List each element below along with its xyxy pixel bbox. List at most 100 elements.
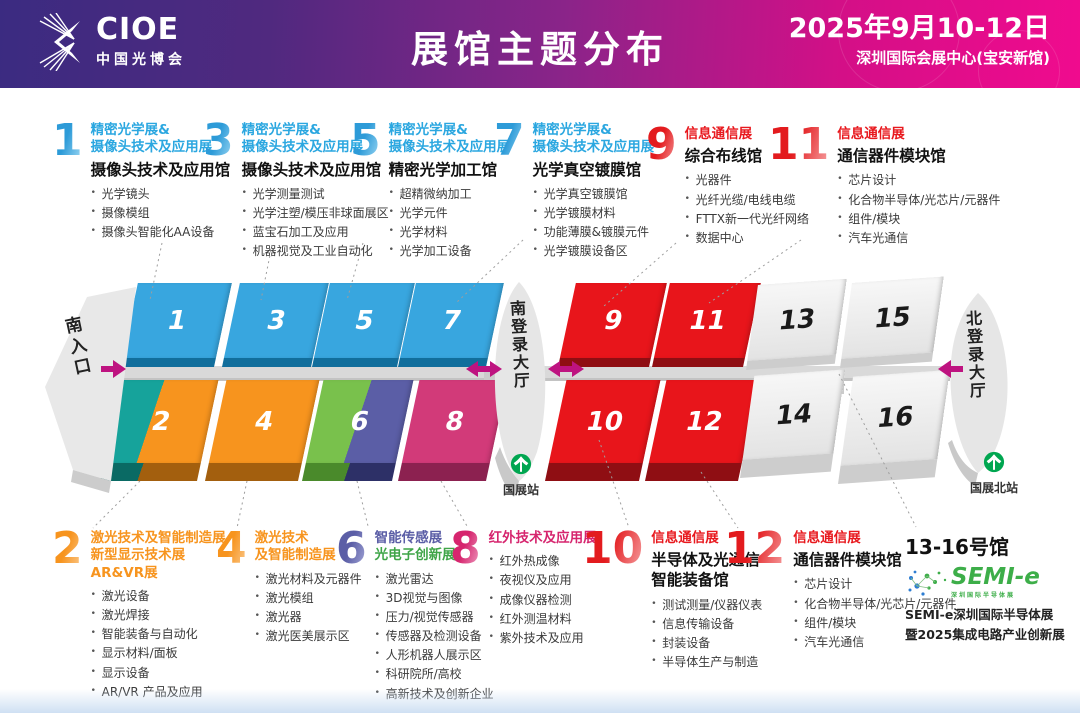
section-title: 摄像头技术及应用展 (532, 139, 655, 156)
bullet-list: 超精微纳加工光学元件光学材料光学加工设备 (389, 185, 511, 262)
bullet-item: 汽车光通信 (837, 229, 1000, 248)
hall-top-face: 15 (841, 276, 944, 359)
metro-icon (510, 453, 532, 475)
hall-name: 光学真空镀膜馆 (532, 160, 642, 179)
bullet-item: 激光医美展示区 (255, 627, 362, 646)
bullet-item: 高新技术及创新企业 (375, 685, 494, 704)
bullet-item: 芯片设计 (837, 171, 1000, 190)
hall-name: 摄像头技术及应用馆 (241, 160, 382, 179)
station-name: 国展站 (502, 483, 539, 497)
section-hall-1: 1 精密光学展& 摄像头技术及应用展 摄像头技术及应用馆 光学镜头摄像模组摄像头… (52, 115, 231, 243)
section-number: 8 (450, 523, 481, 574)
map-hall-14: 14 (740, 369, 846, 478)
bullet-list: 芯片设计化合物半导体/光芯片/元器件组件/模块汽车光通信 (793, 575, 956, 652)
hall-top-face: 9 (559, 283, 667, 358)
bullet-item: 测试测量/仪器仪表 (651, 596, 762, 615)
section-hall-8: 8 红外技术及应用展 红外热成像夜视仪及应用成像仪器检测红外测温材料紫外技术及应… (450, 523, 597, 648)
section-title: 信息通信展 (651, 530, 719, 546)
semi-e-sub: 深圳国际半导体展 (951, 592, 1016, 599)
section-number: 11 (768, 119, 830, 170)
hall-front-face (100, 463, 201, 481)
hall-number-label: 16 (875, 401, 916, 435)
cioe-fan-icon (39, 13, 80, 71)
hall-front-face (652, 358, 745, 367)
bullet-item: 传感器及检测设备 (375, 627, 494, 646)
bullet-item: 机器视觉及工业自动化 (242, 242, 389, 261)
bullet-item: 光学镀膜设备区 (533, 242, 655, 261)
metro-icon (983, 451, 1005, 473)
hall-top-face: 10 (548, 380, 661, 463)
bullet-item: 成像仪器检测 (489, 591, 597, 610)
bullet-item: 光器件 (685, 171, 809, 190)
bullet-item: 激光雷达 (375, 570, 494, 589)
bullet-item: 摄像模组 (91, 204, 231, 223)
brand-name-cn: 中国光博会 (96, 52, 186, 68)
bullet-item: 光纤光缆/电线电缆 (685, 191, 809, 210)
bullet-item: 光学元件 (389, 204, 511, 223)
station-name: 国展北站 (969, 481, 1018, 495)
section-title: 激光技术及智能制造展 (90, 530, 226, 546)
section-title: AR&VR展 (90, 564, 158, 581)
bullet-list: 激光材料及元器件激光模组激光器激光医美展示区 (255, 570, 362, 647)
section-hall-3: 3 精密光学展& 摄像头技术及应用展 摄像头技术及应用馆 光学测量测试光学注塑/… (203, 119, 389, 262)
bullet-item: 封装设备 (651, 634, 762, 653)
hall-top-face: 2 (103, 380, 219, 463)
bullet-item: 光学材料 (389, 223, 511, 242)
bullet-item: 显示设备 (91, 664, 226, 683)
section-number: 1 (52, 115, 83, 166)
bullet-list: 测试测量/仪器仪表信息传输设备封装设备半导体生产与制造 (651, 596, 762, 673)
bullet-list: 光学镜头摄像模组摄像头智能化AA设备 (91, 185, 231, 243)
hall-top-face: 8 (401, 380, 508, 463)
hall-top-face: 5 (313, 283, 415, 358)
bullet-item: 化合物半导体/光芯片/元器件 (837, 191, 1000, 210)
hall-top-face: 16 (840, 369, 950, 466)
map-hall-16: 16 (838, 369, 950, 484)
hall-number-label: 6 (347, 406, 372, 437)
bullet-item: 光学真空镀膜馆 (533, 185, 655, 204)
section-title: 精密光学展& (241, 122, 321, 138)
bullet-list: 光器件光纤光缆/电线电缆FTTX新一代光纤网络数据中心 (685, 171, 809, 248)
section-hall-2: 2 激光技术及智能制造展 新型显示技术展 AR&VR展 激光设备激光焊接智能装备… (52, 527, 226, 702)
map-hall-2: 2 (100, 380, 219, 481)
section-title: 激光技术 (254, 530, 309, 546)
hall-top-face: 7 (399, 283, 504, 358)
bullet-list: 红外热成像夜视仪及应用成像仪器检测红外测温材料紫外技术及应用 (489, 552, 597, 648)
section-title: 信息通信展 (684, 126, 753, 142)
bullet-item: 红外测温材料 (489, 610, 597, 629)
hall-number-label: 1 (164, 305, 190, 336)
bullet-item: 摄像头智能化AA设备 (91, 223, 231, 242)
bullet-item: 功能薄膜&镀膜元件 (533, 223, 655, 242)
section-title: 信息通信展 (793, 530, 861, 546)
hall-top-face: 6 (305, 380, 414, 463)
hall-name: 通信器件模块馆 (837, 147, 946, 166)
north-lobby-label: 北登录大厅 (962, 309, 987, 401)
section-number: 6 (336, 523, 367, 574)
hall-front-face (205, 463, 302, 481)
hall-front-face (312, 358, 399, 367)
hall-number-label: 5 (352, 305, 377, 336)
map-hall-5: 5 (312, 283, 415, 367)
hall-number-label: 3 (264, 305, 289, 336)
bullet-item: 夜视仪及应用 (489, 571, 597, 590)
section-number: 10 (582, 523, 644, 574)
semi-line1: SEMI-e深圳国际半导体展 (905, 607, 1054, 622)
hall-number-label: 4 (251, 406, 277, 437)
map-hall-1: 1 (120, 283, 232, 367)
metro-station-south: 国展站 (489, 453, 553, 498)
header-banner: CIOE 中国光博会 展馆主题分布 2025年9月10-12日 深圳国际会展中心… (0, 0, 1080, 112)
section-title: 摄像头技术及应用展 (90, 139, 213, 156)
bullet-list: 光学测量测试光学注塑/模压非球面展区蓝宝石加工及应用机器视觉及工业自动化 (242, 185, 389, 262)
bullet-item: 紫外技术及应用 (489, 629, 597, 648)
bullet-item: 红外热成像 (489, 552, 597, 571)
bullet-item: 光学镜头 (91, 185, 231, 204)
section-number: 4 (216, 523, 247, 574)
hall-front-face (398, 463, 490, 481)
section-hall-11: 11 信息通信展 通信器件模块馆 芯片设计化合物半导体/光芯片/元器件组件/模块… (768, 119, 1000, 248)
hall-number-label: 12 (682, 406, 726, 437)
brand-name: CIOE (96, 12, 180, 47)
hall-top-face: 1 (121, 283, 232, 358)
metro-station-north: 国展北站 (962, 451, 1026, 496)
section-title: 精密光学展& (388, 122, 468, 138)
bullet-item: 汽车光通信 (793, 633, 956, 652)
